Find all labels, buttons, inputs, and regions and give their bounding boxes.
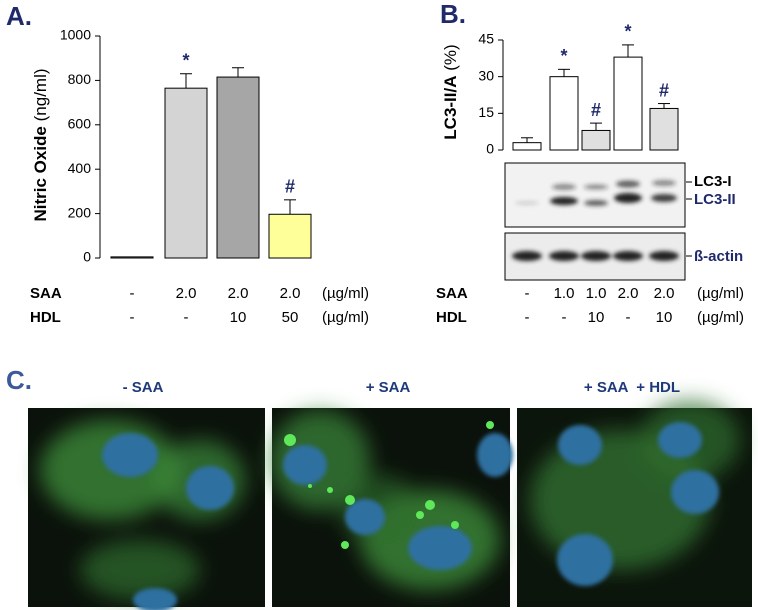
significance-mark: * <box>182 50 189 70</box>
bar <box>110 256 154 259</box>
image-label: + SAA <box>366 379 411 396</box>
y-tick-label: 45 <box>478 31 494 47</box>
y-tick-label: 600 <box>68 116 92 132</box>
bar <box>216 76 260 259</box>
bar <box>549 76 579 151</box>
treatment-name: SAA <box>436 285 468 302</box>
treatment-dose: - <box>525 285 530 302</box>
treatment-dose: 10 <box>230 309 247 326</box>
image-label: + SAA + HDL <box>584 379 680 396</box>
treatment-unit: (µg/ml) <box>322 285 369 302</box>
panel-label: B. <box>440 0 466 29</box>
bar <box>649 107 679 151</box>
treatment-dose: 50 <box>282 309 299 326</box>
significance-mark: # <box>285 177 295 197</box>
y-axis-label: Nitric Oxide (ng/ml) <box>31 68 50 221</box>
y-tick-label: 30 <box>478 67 494 83</box>
treatment-dose: 1.0 <box>586 285 607 302</box>
bar <box>581 129 611 151</box>
treatment-name: HDL <box>436 309 467 326</box>
treatment-dose: 2.0 <box>654 285 675 302</box>
treatment-name: SAA <box>30 285 62 302</box>
treatment-unit: (µg/ml) <box>697 285 744 302</box>
treatment-dose: - <box>130 309 135 326</box>
micrograph <box>517 400 752 607</box>
treatment-dose: 2.0 <box>228 285 249 302</box>
treatment-dose: 2.0 <box>176 285 197 302</box>
y-axis-label-name: Nitric Oxide <box>31 126 50 221</box>
treatment-name: HDL <box>30 309 61 326</box>
treatment-unit: (µg/ml) <box>322 309 369 326</box>
y-tick-label: 1000 <box>60 27 91 43</box>
y-axis-label-name: LC3-II/A <box>441 75 460 139</box>
treatment-unit: (µg/ml) <box>697 309 744 326</box>
blot-label: LC3-I <box>694 173 732 190</box>
treatment-dose: - <box>562 309 567 326</box>
treatment-dose: - <box>525 309 530 326</box>
treatment-dose: 1.0 <box>554 285 575 302</box>
bar <box>164 87 208 259</box>
y-tick-label: 800 <box>68 71 92 87</box>
significance-mark: # <box>591 100 601 120</box>
bar <box>512 142 542 151</box>
panel-label: C. <box>6 365 32 395</box>
y-axis-label-unit: (ng/ml) <box>31 68 50 121</box>
treatment-dose: - <box>626 309 631 326</box>
treatment-dose: 10 <box>656 309 673 326</box>
y-axis-label: LC3-II/A (%) <box>441 44 460 139</box>
treatment-dose: 2.0 <box>618 285 639 302</box>
blot-label: LC3-II <box>694 191 736 208</box>
panel-label: A. <box>6 1 32 31</box>
bar <box>613 56 643 151</box>
western-blot <box>504 162 692 281</box>
y-axis-label-unit: (%) <box>441 44 460 70</box>
significance-mark: # <box>659 80 669 100</box>
significance-mark: * <box>624 22 631 42</box>
micrograph <box>28 408 265 610</box>
y-tick-label: 200 <box>68 204 92 220</box>
bar <box>268 213 312 259</box>
blot-label: ß-actin <box>694 248 743 265</box>
y-tick-label: 400 <box>68 160 92 176</box>
treatment-dose: 10 <box>588 309 605 326</box>
treatment-dose: - <box>184 309 189 326</box>
micrograph <box>270 408 513 607</box>
significance-mark: * <box>560 46 567 66</box>
y-tick-label: 0 <box>83 249 91 265</box>
y-tick-label: 0 <box>486 141 494 157</box>
treatment-dose: 2.0 <box>280 285 301 302</box>
treatment-dose: - <box>130 285 135 302</box>
y-tick-label: 15 <box>478 104 494 120</box>
image-label: - SAA <box>123 379 164 396</box>
